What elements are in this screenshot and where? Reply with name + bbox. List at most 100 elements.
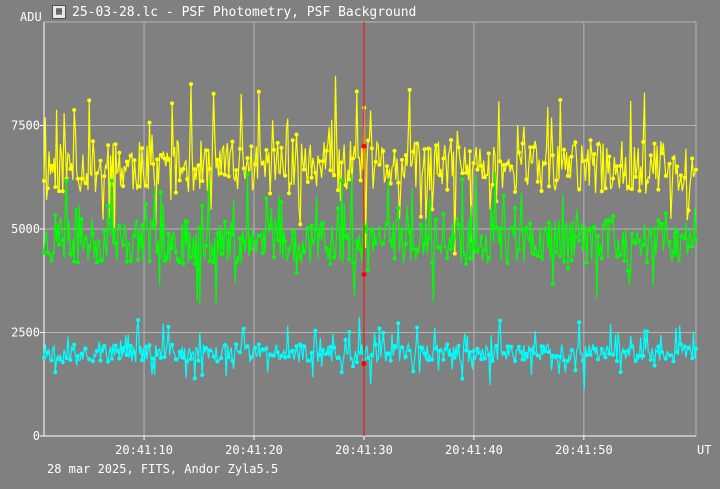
series-line [43, 316, 697, 390]
y-tick-label: 7500 [11, 119, 40, 133]
data-point [317, 233, 322, 238]
data-point [596, 233, 600, 238]
data-point [411, 369, 416, 374]
data-point [185, 177, 190, 182]
data-point [313, 227, 318, 232]
data-point [543, 161, 548, 166]
data-point [94, 260, 99, 265]
data-point [143, 183, 148, 188]
data-point [622, 258, 627, 263]
data-series [42, 75, 698, 390]
data-point [626, 269, 631, 274]
app-icon[interactable]: ▦ [52, 5, 66, 19]
data-point [554, 178, 559, 183]
data-point [441, 156, 446, 161]
data-point [219, 251, 224, 256]
data-point [151, 162, 156, 166]
data-point [471, 161, 476, 166]
data-point [264, 346, 269, 351]
data-point [366, 138, 371, 143]
data-point [124, 353, 129, 357]
data-point [607, 218, 612, 223]
data-point [599, 189, 604, 194]
data-point [98, 358, 103, 363]
data-point [351, 261, 355, 266]
data-point [547, 350, 551, 355]
data-point [317, 159, 322, 164]
data-point [403, 241, 408, 246]
data-point [682, 175, 687, 180]
data-point [151, 223, 156, 228]
data-point [305, 180, 310, 184]
data-point [87, 357, 92, 362]
data-point [215, 157, 220, 162]
data-point [422, 351, 427, 356]
data-point [637, 188, 642, 193]
data-point [238, 350, 242, 355]
y-tick-label: 0 [33, 429, 40, 443]
data-point [531, 145, 536, 150]
y-tick-label: 5000 [11, 222, 40, 236]
data-point [682, 344, 687, 349]
data-point [354, 360, 359, 365]
data-point [140, 358, 144, 363]
y-unit-label: ADU [20, 10, 42, 24]
data-point [396, 180, 401, 185]
data-point [603, 355, 608, 360]
data-point [132, 233, 137, 238]
data-point [445, 187, 450, 192]
data-point [441, 357, 446, 362]
data-point [79, 351, 84, 356]
x-tick-label: 20:41:20 [225, 443, 283, 457]
data-point [648, 153, 653, 158]
data-point [207, 259, 212, 264]
data-point [181, 355, 186, 360]
data-point [207, 166, 212, 171]
data-point [467, 149, 472, 154]
data-point [75, 260, 80, 265]
data-point [543, 226, 548, 231]
data-point [83, 181, 88, 186]
data-point [309, 223, 314, 228]
data-point [68, 357, 73, 362]
data-point [377, 226, 382, 231]
data-point [513, 359, 518, 363]
data-point [415, 247, 420, 252]
data-point [603, 219, 608, 224]
data-point [452, 235, 457, 240]
data-point [155, 249, 160, 254]
data-point [482, 248, 487, 253]
data-point [501, 162, 506, 167]
data-point [396, 206, 401, 210]
data-point [45, 186, 50, 191]
data-point [140, 223, 144, 228]
data-point [106, 359, 111, 364]
data-point [426, 146, 431, 151]
data-point [430, 207, 435, 212]
data-point [671, 156, 676, 161]
data-point [253, 345, 258, 350]
data-point [460, 376, 465, 381]
axis-labels: 0 2500 5000 7500 20:41:10 20:41:20 20:41:30 20:… [11, 10, 711, 457]
cursor-marker [361, 143, 367, 149]
data-point [629, 344, 634, 349]
data-point [528, 221, 533, 226]
data-point [320, 221, 325, 226]
data-point [75, 354, 80, 358]
data-point [158, 190, 163, 195]
data-point [678, 342, 683, 347]
data-point [287, 246, 291, 251]
data-point [584, 353, 589, 358]
data-point [57, 242, 62, 247]
time-cursor[interactable] [361, 22, 367, 436]
data-point [166, 324, 171, 329]
data-point [102, 174, 107, 179]
data-point [573, 368, 578, 373]
data-point [305, 226, 310, 230]
data-point [629, 231, 634, 236]
data-point [256, 233, 261, 238]
data-point [547, 220, 551, 225]
data-point [170, 101, 175, 106]
data-point [162, 156, 167, 161]
